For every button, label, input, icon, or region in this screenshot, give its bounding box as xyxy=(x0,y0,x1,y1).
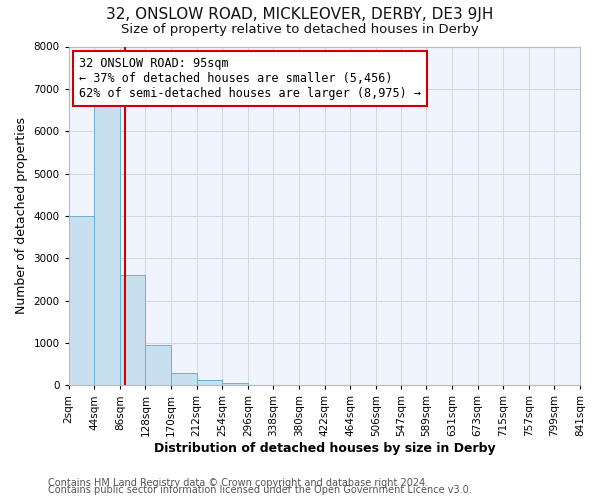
Text: Contains HM Land Registry data © Crown copyright and database right 2024.: Contains HM Land Registry data © Crown c… xyxy=(48,478,428,488)
Text: Contains public sector information licensed under the Open Government Licence v3: Contains public sector information licen… xyxy=(48,485,472,495)
Y-axis label: Number of detached properties: Number of detached properties xyxy=(15,118,28,314)
Bar xyxy=(120,275,145,386)
Text: 32, ONSLOW ROAD, MICKLEOVER, DERBY, DE3 9JH: 32, ONSLOW ROAD, MICKLEOVER, DERBY, DE3 … xyxy=(106,8,494,22)
Text: 32 ONSLOW ROAD: 95sqm
← 37% of detached houses are smaller (5,456)
62% of semi-d: 32 ONSLOW ROAD: 95sqm ← 37% of detached … xyxy=(79,56,421,100)
Bar xyxy=(197,380,222,386)
Bar xyxy=(145,345,171,386)
Bar xyxy=(222,383,248,386)
X-axis label: Distribution of detached houses by size in Derby: Distribution of detached houses by size … xyxy=(154,442,495,455)
Bar xyxy=(171,372,197,386)
Bar xyxy=(94,106,120,386)
Bar xyxy=(69,216,94,386)
Text: Size of property relative to detached houses in Derby: Size of property relative to detached ho… xyxy=(121,22,479,36)
